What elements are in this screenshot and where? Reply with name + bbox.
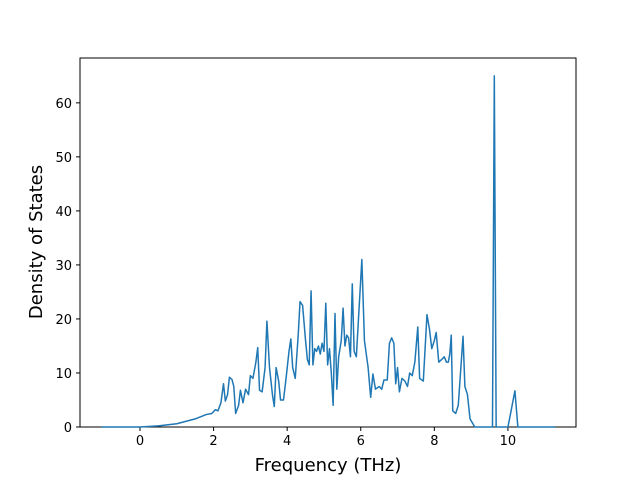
y-tick-label: 40	[55, 205, 72, 220]
x-tick-label: 8	[430, 434, 438, 449]
x-axis-label: Frequency (THz)	[255, 455, 402, 476]
x-tick-label: 4	[283, 434, 291, 449]
x-tick-label: 0	[136, 434, 144, 449]
y-axis-label: Density of States	[26, 165, 47, 319]
y-tick-label: 50	[55, 151, 72, 166]
x-tick-label: 2	[209, 434, 217, 449]
y-tick-label: 20	[55, 313, 72, 328]
y-tick-label: 0	[64, 421, 72, 436]
x-tick-label: 6	[357, 434, 365, 449]
y-tick-label: 10	[55, 367, 72, 382]
x-tick-label: 10	[500, 434, 517, 449]
y-tick-label: 30	[55, 259, 72, 274]
plot-frame	[79, 57, 577, 428]
y-tick-label: 60	[55, 97, 72, 112]
data-line	[101, 75, 556, 428]
